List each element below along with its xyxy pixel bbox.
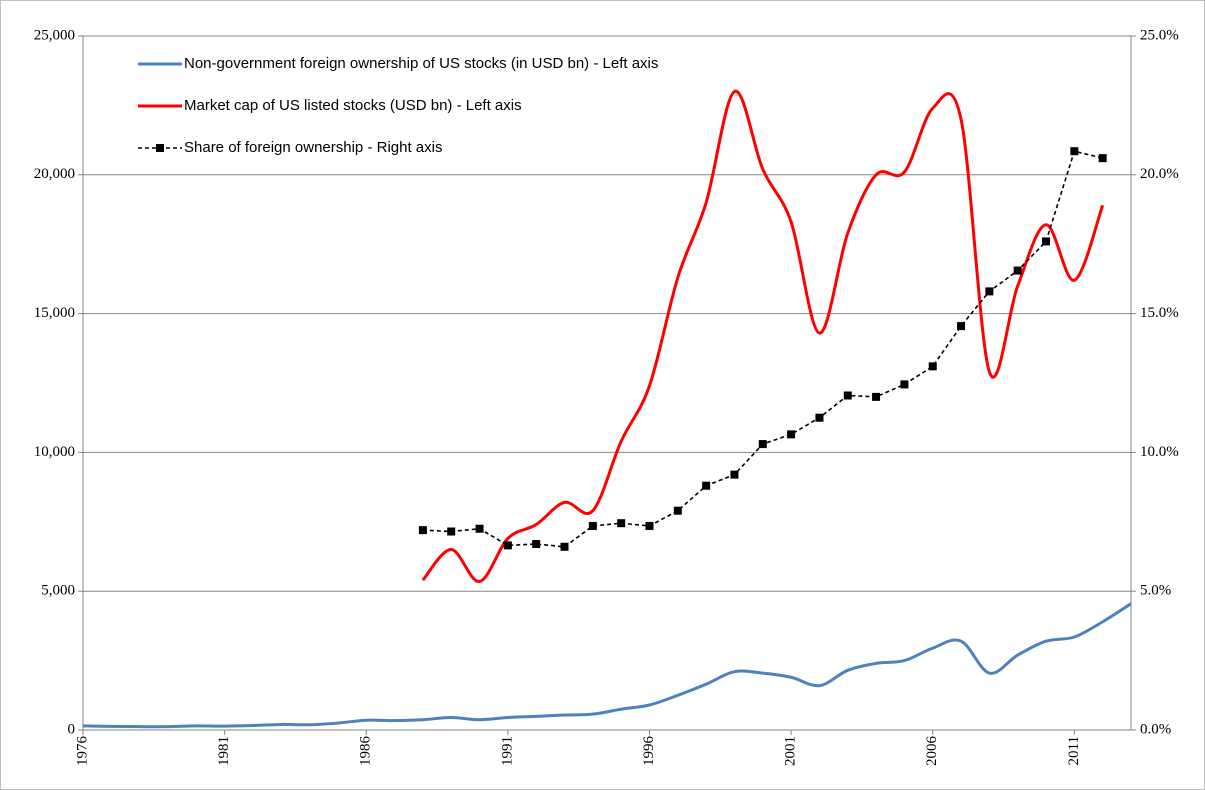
y2-tick-label: 10.0% [1140, 444, 1179, 460]
x-tick-label: 1976 [74, 736, 90, 767]
legend-label: Non-government foreign ownership of US s… [184, 55, 658, 72]
series-marker [1098, 154, 1107, 163]
y-tick-label: 10,000 [34, 444, 75, 460]
x-tick-label: 1981 [216, 736, 232, 766]
series-line [82, 602, 1132, 729]
series-marker [900, 380, 909, 389]
legend-label: Market cap of US listed stocks (USD bn) … [184, 97, 522, 114]
series-marker [843, 391, 852, 400]
y2-tick-label: 15.0% [1140, 305, 1179, 321]
y-tick-label: 20,000 [34, 166, 75, 182]
series-marker [872, 392, 881, 401]
series-marker [418, 526, 427, 535]
y-tick-label: 15,000 [34, 305, 75, 321]
series-marker [617, 519, 626, 528]
y-tick-label: 25,000 [34, 27, 75, 43]
series-marker [645, 521, 654, 530]
series-marker [702, 481, 711, 490]
y-tick-label: 0 [68, 721, 76, 737]
series-marker [1070, 147, 1079, 156]
x-tick-label: 1991 [499, 736, 515, 766]
series-marker [503, 541, 512, 550]
series-marker [815, 413, 824, 422]
x-tick-label: 1996 [641, 736, 657, 767]
x-tick-label: 2006 [924, 736, 940, 767]
series-marker [758, 440, 767, 449]
series-marker [532, 540, 541, 549]
series-marker [1042, 237, 1051, 246]
legend-label: Share of foreign ownership - Right axis [184, 139, 442, 156]
series-marker [588, 521, 597, 530]
series-marker [985, 287, 994, 296]
series-line [421, 90, 1105, 583]
series-marker [787, 430, 796, 439]
series-marker [957, 322, 966, 331]
x-tick-label: 2001 [783, 736, 799, 766]
y2-tick-label: 20.0% [1140, 166, 1179, 182]
y2-tick-label: 25.0% [1140, 27, 1179, 43]
series-marker [1013, 266, 1022, 275]
x-tick-label: 1986 [358, 736, 374, 767]
series-marker [673, 506, 682, 515]
series-marker [447, 527, 456, 536]
series-marker [475, 524, 484, 533]
y2-tick-label: 5.0% [1140, 583, 1171, 599]
x-tick-label: 2011 [1066, 736, 1082, 765]
y-tick-label: 5,000 [41, 583, 75, 599]
series-marker [560, 542, 569, 551]
y2-tick-label: 0.0% [1140, 721, 1171, 737]
series-marker [928, 362, 937, 371]
series-marker [730, 470, 739, 479]
legend-marker [156, 144, 164, 152]
